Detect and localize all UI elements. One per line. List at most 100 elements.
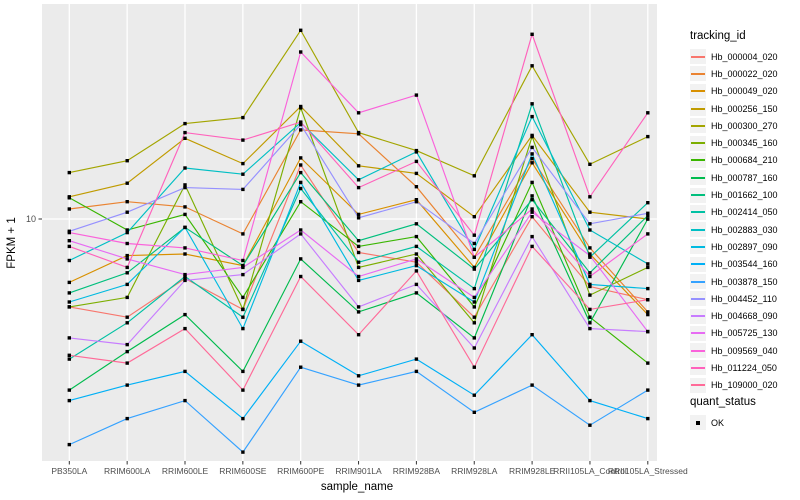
data-point	[299, 28, 303, 32]
legend-key	[690, 360, 706, 376]
legend-line-swatch-icon	[691, 349, 705, 352]
data-point	[414, 252, 419, 256]
data-point	[414, 282, 419, 287]
data-point	[646, 329, 650, 334]
data-point	[356, 212, 361, 217]
data-point	[414, 222, 419, 226]
data-point	[646, 211, 650, 215]
legend-title-quant-status: quant_status	[690, 396, 756, 408]
data-point	[67, 398, 71, 403]
data-point	[472, 215, 476, 219]
legend-item: Hb_000049_020	[690, 83, 800, 100]
data-point	[530, 102, 534, 106]
data-point	[125, 228, 129, 232]
data-point	[414, 244, 419, 249]
data-point	[183, 225, 187, 230]
data-point	[472, 267, 476, 271]
legend-item-label: Hb_004668_090	[711, 311, 778, 322]
legend-quant-status: quant_status OK	[690, 396, 800, 431]
data-point	[67, 388, 71, 392]
data-point	[472, 321, 476, 325]
data-point	[183, 166, 187, 170]
data-point	[414, 150, 419, 154]
data-point	[125, 159, 129, 163]
data-point	[299, 122, 303, 127]
data-point	[356, 130, 361, 135]
legend-item-label: Hb_000684_210	[711, 155, 778, 166]
data-point	[356, 185, 361, 190]
data-point	[414, 198, 419, 202]
x-tick-label: RRIM600LA	[104, 466, 151, 476]
data-point	[356, 216, 361, 220]
data-point	[588, 398, 592, 403]
data-point	[125, 416, 129, 421]
data-point	[530, 244, 534, 249]
legend-line-swatch-icon	[691, 194, 705, 197]
legend-item-label: Hb_109000_020	[711, 380, 778, 391]
data-point	[183, 252, 187, 256]
data-point	[125, 282, 129, 287]
data-point	[588, 195, 592, 199]
data-point	[183, 278, 187, 283]
data-point	[299, 120, 303, 124]
legend-key	[690, 325, 706, 341]
legend-line-swatch-icon	[691, 245, 705, 248]
data-point	[646, 201, 650, 205]
legend-key	[690, 204, 706, 220]
data-point	[414, 234, 419, 239]
data-point	[299, 180, 303, 185]
data-point	[299, 106, 303, 110]
legend-key	[690, 83, 706, 99]
legend-item: Hb_000004_020	[690, 48, 800, 65]
legend-key	[690, 66, 706, 82]
legend-item: Hb_002414_050	[690, 204, 800, 221]
data-point	[299, 200, 303, 204]
legend-item: Hb_000300_270	[690, 117, 800, 134]
data-point	[646, 134, 650, 139]
legend-line-swatch-icon	[691, 72, 705, 75]
data-point	[356, 310, 361, 314]
data-point	[530, 210, 534, 214]
legend-item: Hb_000256_150	[690, 100, 800, 117]
legend-item: Hb_002897_090	[690, 238, 800, 255]
data-point	[414, 171, 419, 176]
legend-key	[690, 377, 706, 393]
data-point	[414, 269, 419, 273]
data-point	[646, 217, 650, 221]
data-point	[125, 342, 129, 347]
data-point	[241, 258, 245, 263]
data-point	[530, 234, 534, 239]
data-point	[414, 260, 419, 264]
data-point	[67, 336, 71, 340]
data-point	[588, 293, 592, 297]
data-point	[356, 260, 361, 264]
data-point	[67, 196, 71, 200]
legend-item: Hb_005725_130	[690, 325, 800, 342]
data-point	[530, 32, 534, 36]
data-point	[125, 257, 129, 261]
legend-item-label: Hb_000049_020	[711, 86, 778, 97]
data-point	[67, 305, 71, 309]
data-point	[299, 186, 303, 191]
x-tick-label: RRIM600SE	[219, 466, 267, 476]
data-point	[241, 295, 245, 300]
data-point	[356, 178, 361, 182]
quant-ok-key	[690, 415, 706, 431]
legend-item-label: Hb_005725_130	[711, 328, 778, 339]
y-axis-title: FPKM + 1	[6, 217, 18, 268]
data-point	[299, 170, 303, 175]
data-point	[646, 213, 650, 218]
black-square-point-icon	[696, 420, 700, 425]
data-point	[183, 276, 187, 281]
data-point	[183, 130, 187, 135]
data-point	[472, 233, 476, 237]
legend-item-label: Hb_000787_160	[711, 172, 778, 183]
data-point	[356, 250, 361, 255]
data-point	[472, 393, 476, 397]
data-point	[356, 111, 361, 115]
x-tick-label: RRIM928LE	[509, 466, 556, 476]
data-point	[241, 315, 245, 319]
data-point	[646, 312, 650, 317]
data-point	[530, 383, 534, 387]
